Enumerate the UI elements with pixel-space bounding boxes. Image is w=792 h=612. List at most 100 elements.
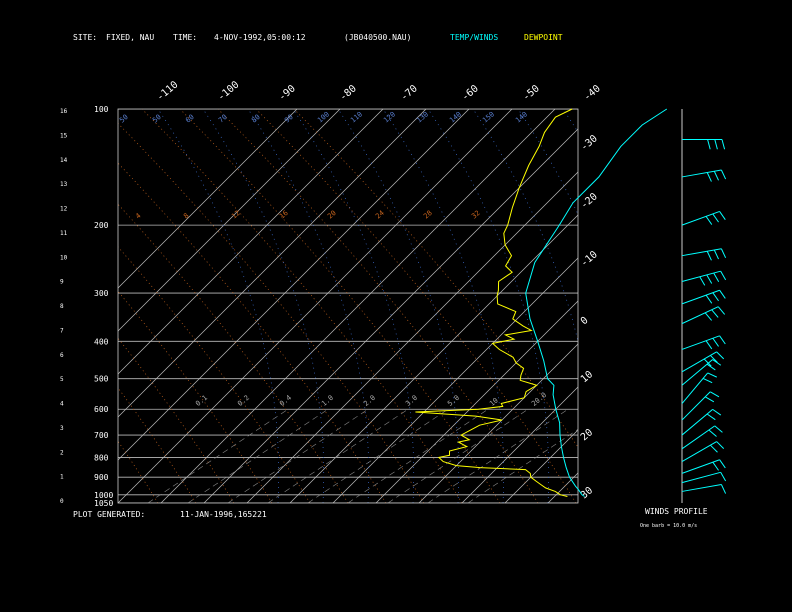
- temp-tick-label-top: -100: [216, 79, 242, 103]
- adiabat-label: 140: [514, 110, 529, 124]
- temp-tick-label-right: 0: [579, 315, 591, 327]
- height-tick-label: 2: [60, 449, 64, 456]
- dewpoint-line: [415, 108, 573, 497]
- wind-barb: [707, 139, 711, 150]
- moist-adiabat-label: 12: [230, 209, 242, 221]
- wind-barb: [703, 358, 712, 367]
- pressure-tick-label: 400: [94, 337, 109, 346]
- wind-barb: [721, 139, 726, 150]
- mixing-ratio-label: 0.4: [278, 394, 293, 408]
- wind-barb-staff: [681, 391, 711, 421]
- temp-tick-label-right: -30: [579, 133, 600, 153]
- moist-adiabat-label: 8: [182, 212, 190, 221]
- adiabat-label: 80: [250, 113, 262, 125]
- dry-adiabat: [217, 109, 539, 503]
- wind-barb: [704, 396, 715, 403]
- isotherm-line: [504, 429, 578, 503]
- isotherm-line: [418, 343, 578, 503]
- isotherm-line: [677, 109, 792, 503]
- dry-adiabat: [293, 109, 578, 448]
- wind-barb: [704, 312, 713, 321]
- wind-barb: [712, 461, 719, 471]
- dry-adiabat: [118, 387, 197, 503]
- pressure-tick-label: 1050: [94, 499, 113, 508]
- wind-barb: [706, 274, 713, 284]
- height-tick-label: 8: [60, 303, 64, 310]
- dry-adiabat: [118, 122, 425, 503]
- winds-profile-title: WINDS PROFILE: [645, 507, 708, 516]
- isotherm-line: [591, 109, 792, 503]
- moist-adiabat: [562, 109, 578, 133]
- moist-adiabat: [292, 109, 414, 503]
- temp-tick-label-top: -110: [155, 79, 181, 103]
- wind-barb-staff: [681, 335, 720, 350]
- moist-adiabat: [157, 109, 279, 503]
- wind-barb-staff: [681, 359, 713, 386]
- header-time-label: TIME:: [173, 33, 198, 42]
- height-tick-label: 10: [60, 254, 68, 261]
- isotherm-line: [203, 128, 578, 503]
- wind-barb: [713, 272, 720, 282]
- plot-frame: [117, 108, 579, 504]
- moist-adiabat-label: 24: [374, 209, 386, 221]
- wind-barb: [720, 472, 727, 482]
- pressure-tick-label: 100: [94, 105, 109, 114]
- wind-barb: [719, 211, 726, 220]
- plot-generated-label: PLOT GENERATED:: [73, 510, 146, 519]
- wind-barb-staff: [681, 289, 720, 305]
- wind-barb-staff: [681, 169, 722, 178]
- header-file-value: (JB040500.NAU): [344, 33, 412, 42]
- legend-temp: TEMP/WINDS: [450, 33, 499, 42]
- moist-adiabat-label: 16: [278, 209, 290, 221]
- adiabat-label: 140: [448, 110, 463, 124]
- moist-adiabat: [247, 109, 369, 503]
- wind-barb: [716, 441, 725, 449]
- wind-barb: [712, 337, 719, 347]
- wind-barb: [716, 351, 725, 360]
- wind-barb: [699, 276, 706, 286]
- height-tick-label: 1: [60, 474, 64, 481]
- dry-adiabat: [118, 203, 349, 503]
- height-tick-label: 4: [60, 401, 64, 408]
- wind-barb: [719, 335, 726, 345]
- height-tick-label: 6: [60, 352, 64, 359]
- dry-adiabat: [179, 109, 501, 503]
- isotherm-line: [461, 386, 578, 503]
- temp-tick-label-top: -90: [277, 83, 298, 103]
- header-site-value: FIXED, NAU: [106, 33, 155, 42]
- wind-barb: [720, 270, 727, 281]
- pressure-tick-label: 700: [94, 431, 109, 440]
- mixing-ratio-line: [427, 408, 569, 503]
- pressure-tick-label: 500: [94, 375, 109, 384]
- isotherm-line: [375, 300, 578, 503]
- wind-barb-staff: [681, 441, 717, 463]
- isotherm-line: [118, 109, 384, 375]
- header-site-label: SITE:: [73, 33, 98, 42]
- mixing-ratio-line: [187, 408, 329, 503]
- wind-barb-staff: [681, 471, 721, 484]
- wind-barb: [702, 377, 713, 384]
- adiabat-label: 60: [184, 113, 196, 125]
- wind-barb: [712, 359, 722, 366]
- mixing-ratio-label: 20.0: [530, 391, 548, 408]
- dry-adiabat: [141, 109, 463, 503]
- pressure-tick-label: 600: [94, 405, 109, 414]
- wind-barb-staff: [681, 210, 720, 226]
- height-tick-label: 3: [60, 425, 64, 432]
- adiabat-label: 100: [316, 110, 331, 124]
- wind-barb: [711, 309, 719, 318]
- wind-barb-staff: [681, 408, 713, 436]
- wind-barb: [708, 429, 717, 437]
- dry-adiabat: [255, 109, 577, 503]
- height-tick-label: 9: [60, 279, 64, 286]
- temp-tick-label-top: -50: [521, 83, 542, 103]
- mixing-ratio-label: 10: [488, 396, 500, 408]
- height-tick-label: 7: [60, 327, 64, 334]
- mixing-ratio-line: [467, 428, 578, 503]
- isotherm-line: [332, 257, 578, 503]
- moist-adiabat-label: 20: [326, 209, 338, 221]
- isotherm-line: [118, 109, 298, 289]
- wind-barb: [710, 355, 718, 363]
- moist-adiabat: [472, 109, 578, 344]
